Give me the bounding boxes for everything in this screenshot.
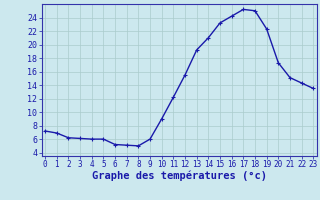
X-axis label: Graphe des températures (°c): Graphe des températures (°c) [92,171,267,181]
